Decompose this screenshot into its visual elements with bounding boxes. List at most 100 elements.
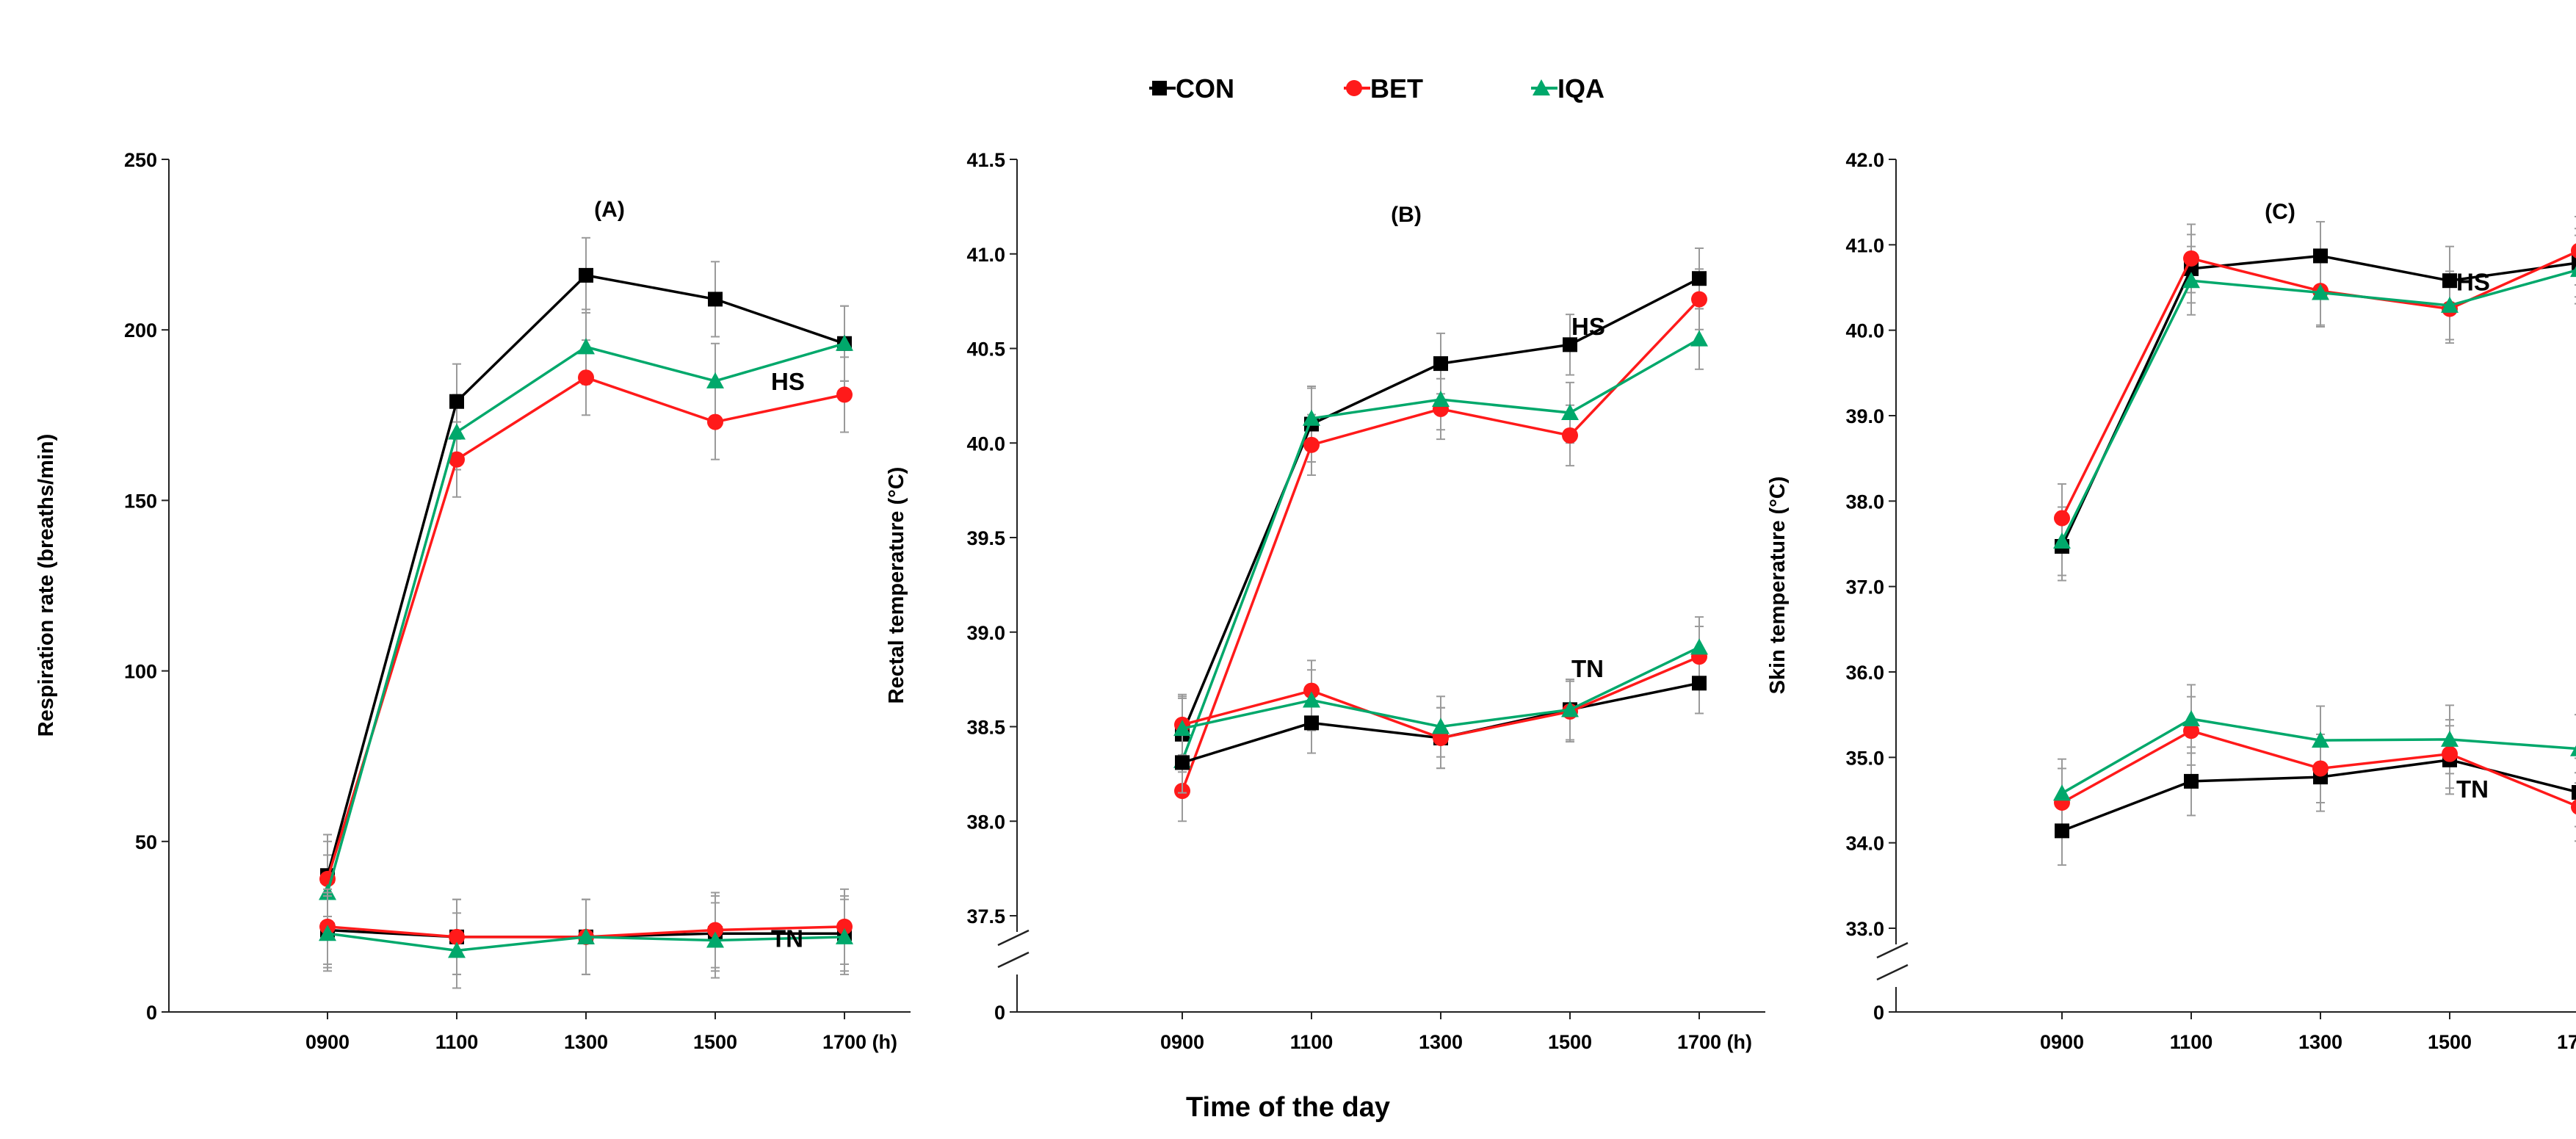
legend-item-con: CON [1149, 73, 1234, 104]
group-label: TN [771, 925, 803, 952]
data-point-iqa [2570, 745, 2576, 756]
data-point-iqa [2570, 266, 2576, 278]
data-point-con [1175, 755, 1190, 770]
y-tick-label: 250 [124, 149, 157, 171]
data-point-iqa [2441, 296, 2459, 313]
data-point-iqa [1432, 717, 1450, 734]
data-point-con [1692, 676, 1707, 691]
group-label: HS [771, 368, 805, 395]
x-tick-label: 1700 (h) [822, 1031, 897, 1053]
y-tick-label: 36.0 [1845, 662, 1884, 684]
y-tick-label: 39.0 [966, 622, 1005, 644]
x-tick-label: 1100 [2170, 1031, 2213, 1053]
data-point-con [2572, 255, 2576, 270]
data-point-con [579, 267, 593, 283]
y-tick-label: 39.5 [966, 527, 1005, 549]
y-tick-label: 34.0 [1845, 833, 1884, 855]
data-point-iqa [448, 941, 466, 958]
series-line-iqa-hs [2061, 269, 2576, 542]
data-point-iqa [2182, 272, 2200, 289]
legend-marker-circle [1346, 80, 1362, 96]
group-label: TN [2456, 775, 2489, 803]
data-point-bet [2054, 510, 2070, 527]
panel-c: 0 33.0 34.0 35.0 36.0 37.0 38.0 39.0 40.0 41.0 42.… [1766, 149, 2576, 1053]
data-point-iqa [2053, 784, 2071, 801]
data-point-bet [707, 413, 723, 430]
data-point-bet [1562, 427, 1578, 444]
data-point-bet [1303, 682, 1320, 699]
group-tn: TN [2053, 684, 2576, 866]
y-tick-label: 41.0 [1845, 234, 1884, 256]
group-label: TN [1571, 655, 1604, 682]
y-tick-label: 50 [135, 831, 157, 853]
data-point-iqa [1303, 409, 1320, 426]
data-point-bet [2183, 250, 2199, 267]
axis-break-mark [1876, 963, 1909, 981]
x-tick-label: 1300 [564, 1031, 608, 1053]
x-axis-title: Time of the day [1186, 1092, 1390, 1123]
y-tick-label: 40.0 [966, 433, 1005, 455]
data-point-bet [2442, 745, 2458, 762]
x-tick-label: 0900 [1160, 1031, 1204, 1053]
x-tick-label: 1700 (h) [2557, 1031, 2576, 1053]
y-tick-label: 41.0 [966, 244, 1005, 266]
y-tick-label: 41.5 [966, 149, 1005, 171]
data-point-iqa [2312, 731, 2329, 748]
y-tick-label: 42.0 [1845, 149, 1884, 171]
data-point-iqa [2441, 730, 2459, 747]
data-point-con [1304, 715, 1319, 731]
panel-b: 0 37.5 38.0 38.5 39.0 39.5 40.0 40.5 41.0 41.5 090… [885, 149, 1765, 1053]
series-line-bet-hs [326, 376, 845, 880]
x-tick-label: 1500 [2428, 1031, 2472, 1053]
group-hs: HS [2053, 215, 2576, 582]
x-tick-label: 1300 [1419, 1031, 1463, 1053]
data-point-con [449, 394, 464, 409]
group-tn: TN [319, 888, 853, 989]
data-point-bet [2571, 799, 2576, 815]
legend-marker-triangle [1533, 79, 1550, 95]
data-point-bet [449, 928, 465, 945]
group-label: HS [1571, 313, 1605, 340]
data-point-iqa [577, 928, 595, 944]
data-point-con [1563, 337, 1577, 352]
y-tick-label: 38.5 [966, 717, 1005, 739]
y-tick-label: 37.5 [966, 905, 1005, 928]
y-tick-label: 40.5 [966, 339, 1005, 361]
data-point-bet [2183, 723, 2199, 740]
y-tick-label: 39.0 [1845, 405, 1884, 427]
panel-label: (C) [2265, 200, 2295, 224]
y-tick-label: 35.0 [1845, 747, 1884, 769]
data-point-iqa [1173, 720, 1191, 737]
legend-label: CON [1176, 73, 1234, 104]
y-tick-label: 33.0 [1845, 918, 1884, 940]
data-point-con [708, 292, 723, 307]
data-point-bet [449, 451, 465, 468]
legend: CON BET IQA [1149, 73, 1604, 104]
legend-item-iqa: IQA [1531, 73, 1604, 104]
y-tick-label: 100 [124, 661, 157, 683]
y-tick-label: 38.0 [1845, 491, 1884, 513]
y-tick-label: 37.0 [1845, 576, 1884, 599]
data-point-bet [2571, 243, 2576, 258]
data-point-con [1692, 271, 1707, 286]
data-point-iqa [836, 334, 853, 351]
group-label: HS [2456, 268, 2490, 295]
data-point-bet [836, 918, 853, 935]
legend-label: IQA [1557, 73, 1604, 104]
data-point-con [2442, 273, 2457, 289]
y-tick-label: 40.0 [1845, 320, 1884, 342]
y-axis-title: Rectal temperature (°C) [885, 467, 908, 704]
data-point-iqa [1561, 701, 1579, 717]
data-point-iqa [1561, 404, 1579, 421]
panel-label: (A) [594, 198, 625, 222]
legend-marker-square [1152, 81, 1167, 95]
data-point-iqa [706, 931, 724, 948]
data-point-bet [836, 386, 853, 403]
y-tick-label: 0 [1873, 1002, 1884, 1024]
y-tick-label: 200 [124, 319, 157, 341]
data-point-con [2313, 248, 2328, 264]
y-tick-label: 0 [994, 1002, 1005, 1024]
x-tick-label: 1300 [2298, 1031, 2342, 1053]
data-point-con [1433, 356, 1448, 372]
